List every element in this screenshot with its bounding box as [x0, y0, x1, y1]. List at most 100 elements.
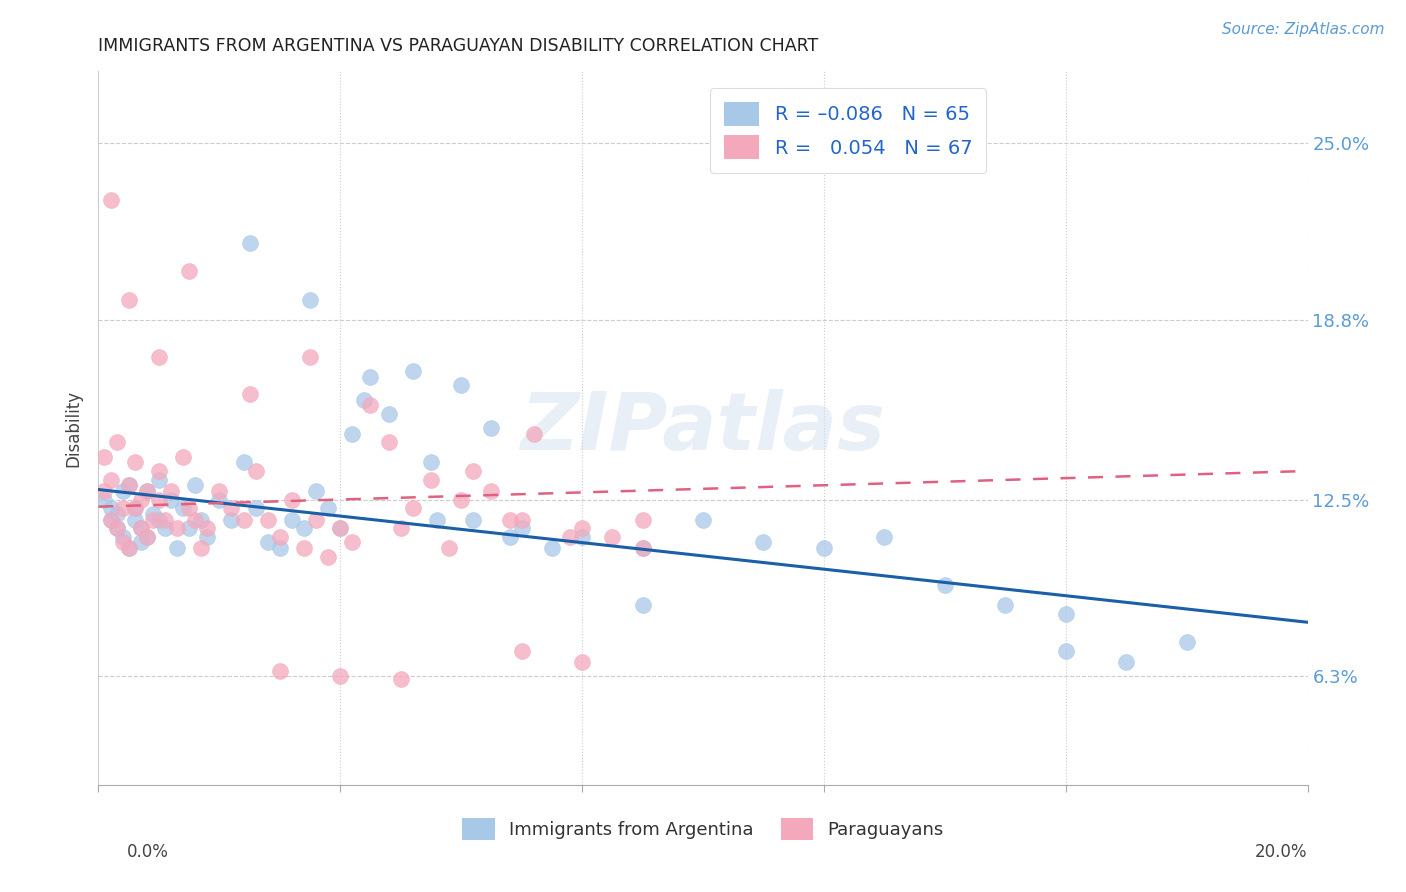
- Point: [558, 530, 581, 544]
- Point: [631, 541, 654, 555]
- Point: [571, 521, 593, 535]
- Point: [329, 521, 352, 535]
- Point: [510, 512, 533, 526]
- Point: [179, 521, 201, 535]
- Point: [463, 464, 485, 478]
- Point: [111, 535, 134, 549]
- Point: [1054, 607, 1077, 621]
- Point: [129, 492, 152, 507]
- Point: [153, 512, 176, 526]
- Point: [93, 450, 115, 464]
- Point: [105, 521, 128, 535]
- Point: [160, 483, 183, 498]
- Point: [135, 483, 157, 498]
- Point: [481, 421, 503, 435]
- Point: [142, 507, 165, 521]
- Point: [269, 664, 291, 678]
- Point: [184, 512, 207, 526]
- Point: [111, 501, 134, 516]
- Point: [239, 387, 262, 401]
- Point: [813, 541, 835, 555]
- Legend: Immigrants from Argentina, Paraguayans: Immigrants from Argentina, Paraguayans: [456, 811, 950, 847]
- Text: IMMIGRANTS FROM ARGENTINA VS PARAGUAYAN DISABILITY CORRELATION CHART: IMMIGRANTS FROM ARGENTINA VS PARAGUAYAN …: [98, 37, 818, 54]
- Point: [463, 512, 485, 526]
- Point: [135, 483, 157, 498]
- Point: [135, 530, 157, 544]
- Point: [190, 512, 212, 526]
- Point: [631, 512, 654, 526]
- Point: [873, 530, 896, 544]
- Point: [281, 512, 304, 526]
- Point: [148, 464, 170, 478]
- Point: [389, 673, 412, 687]
- Point: [450, 492, 472, 507]
- Point: [426, 512, 449, 526]
- Point: [232, 455, 254, 469]
- Point: [124, 501, 146, 516]
- Point: [402, 364, 425, 378]
- Point: [420, 473, 443, 487]
- Point: [190, 541, 212, 555]
- Point: [135, 530, 157, 544]
- Point: [481, 483, 503, 498]
- Point: [402, 501, 425, 516]
- Point: [305, 483, 328, 498]
- Point: [498, 530, 520, 544]
- Point: [256, 535, 278, 549]
- Point: [292, 521, 315, 535]
- Point: [172, 501, 194, 516]
- Point: [631, 541, 654, 555]
- Point: [1115, 655, 1137, 669]
- Point: [1175, 635, 1198, 649]
- Point: [1054, 644, 1077, 658]
- Point: [245, 501, 267, 516]
- Point: [148, 473, 170, 487]
- Point: [221, 512, 243, 526]
- Point: [602, 530, 624, 544]
- Point: [360, 398, 382, 412]
- Point: [498, 512, 520, 526]
- Point: [292, 541, 315, 555]
- Text: ZIPatlas: ZIPatlas: [520, 389, 886, 467]
- Point: [93, 492, 115, 507]
- Point: [389, 521, 412, 535]
- Point: [377, 407, 399, 421]
- Point: [221, 501, 243, 516]
- Point: [510, 521, 533, 535]
- Point: [571, 530, 593, 544]
- Point: [269, 530, 291, 544]
- Point: [360, 369, 382, 384]
- Point: [124, 501, 146, 516]
- Point: [118, 541, 141, 555]
- Point: [129, 521, 152, 535]
- Point: [631, 598, 654, 612]
- Point: [195, 521, 218, 535]
- Point: [692, 512, 714, 526]
- Point: [111, 483, 134, 498]
- Point: [148, 512, 170, 526]
- Point: [100, 512, 122, 526]
- Point: [105, 435, 128, 450]
- Point: [571, 655, 593, 669]
- Point: [100, 512, 122, 526]
- Point: [160, 492, 183, 507]
- Point: [305, 512, 328, 526]
- Text: Source: ZipAtlas.com: Source: ZipAtlas.com: [1222, 22, 1385, 37]
- Point: [179, 264, 201, 278]
- Point: [420, 455, 443, 469]
- Point: [353, 392, 375, 407]
- Text: 0.0%: 0.0%: [127, 843, 169, 861]
- Point: [184, 478, 207, 492]
- Point: [208, 483, 231, 498]
- Point: [329, 521, 352, 535]
- Point: [437, 541, 460, 555]
- Point: [105, 507, 128, 521]
- Point: [124, 455, 146, 469]
- Point: [118, 478, 141, 492]
- Point: [100, 501, 122, 516]
- Point: [316, 501, 339, 516]
- Point: [208, 492, 231, 507]
- Point: [281, 492, 304, 507]
- Point: [316, 549, 339, 564]
- Point: [179, 501, 201, 516]
